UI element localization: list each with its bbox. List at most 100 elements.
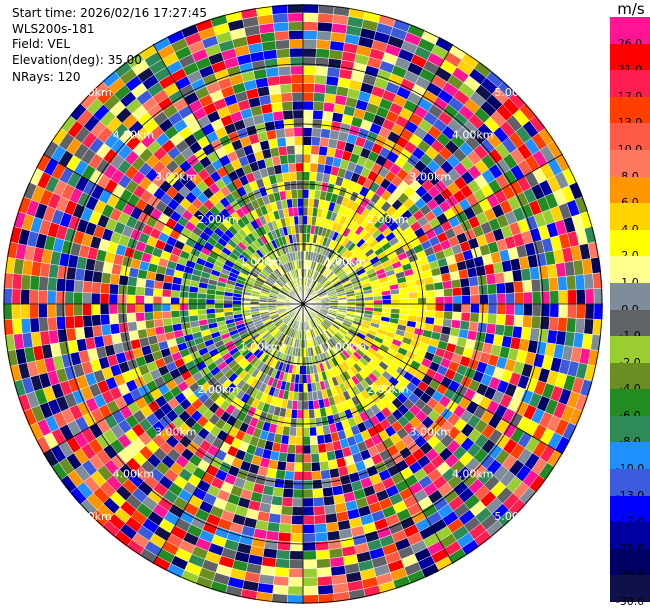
velocity-gate — [531, 291, 542, 305]
velocity-gate — [302, 21, 318, 32]
velocity-gate — [485, 273, 497, 285]
velocity-gate — [302, 206, 309, 217]
velocity-gate — [307, 391, 314, 402]
velocity-gate — [496, 293, 507, 305]
velocity-gate — [294, 453, 304, 464]
velocity-gate — [295, 171, 304, 181]
elevation-label: Elevation(deg): 35.00 — [12, 53, 142, 67]
velocity-gate — [272, 584, 289, 595]
velocity-gate — [312, 101, 325, 112]
velocity-gate — [29, 317, 40, 333]
velocity-gate — [197, 308, 207, 316]
velocity-gate — [315, 57, 330, 68]
velocity-gate — [310, 145, 320, 156]
instrument-label: WLS200s-181 — [12, 22, 95, 36]
velocity-gate — [316, 558, 331, 569]
velocity-gate — [503, 324, 514, 338]
velocity-gate — [38, 303, 48, 319]
velocity-gate — [460, 312, 471, 322]
velocity-gate — [269, 504, 283, 515]
velocity-gate — [318, 145, 329, 157]
velocity-gate — [284, 470, 295, 481]
velocity-gate — [161, 303, 172, 312]
velocity-gate — [314, 417, 323, 428]
velocity-gate — [280, 505, 293, 516]
velocity-gate — [449, 270, 461, 281]
velocity-gate — [416, 309, 427, 318]
velocity-gate — [280, 92, 293, 103]
velocity-gate — [302, 189, 310, 199]
velocity-gate — [299, 242, 304, 252]
velocity-gate — [73, 303, 83, 317]
velocity-gate — [346, 301, 357, 305]
velocity-gate — [91, 314, 102, 327]
velocity-gate — [314, 523, 328, 534]
velocity-gate — [487, 283, 498, 295]
velocity-gate — [549, 290, 560, 305]
velocity-gate — [325, 521, 340, 533]
velocity-gate — [309, 162, 318, 173]
velocity-gate — [316, 39, 331, 50]
velocity-gate — [179, 303, 189, 311]
velocity-gate — [308, 417, 317, 428]
velocity-gate — [298, 224, 304, 234]
velocity-gate — [56, 316, 67, 331]
velocity-gate — [196, 298, 207, 305]
velocity-gate — [127, 276, 138, 287]
velocity-gate — [288, 162, 297, 173]
velocity-gate — [549, 303, 560, 318]
velocity-gate — [530, 278, 542, 293]
velocity-gate — [241, 303, 251, 308]
velocity-gate — [293, 215, 300, 226]
velocity-gate — [407, 285, 418, 294]
range-ring-label: 3.00km — [155, 425, 197, 438]
velocity-gate — [443, 288, 454, 297]
velocity-gate — [494, 272, 506, 284]
velocity-gate — [314, 74, 328, 85]
velocity-gate — [65, 327, 77, 342]
velocity-gate — [292, 488, 304, 499]
velocity-gate — [302, 127, 313, 137]
velocity-gate — [294, 136, 304, 146]
velocity-gate — [503, 270, 514, 284]
velocity-gate — [364, 296, 374, 301]
velocity-gate — [74, 326, 86, 341]
velocity-gate — [144, 311, 155, 321]
velocity-gate — [298, 374, 304, 384]
velocity-gate — [91, 281, 102, 294]
velocity-gate — [179, 309, 190, 318]
velocity-gate — [302, 409, 310, 419]
velocity-gate — [520, 326, 532, 341]
velocity-gate — [513, 280, 524, 294]
velocity-gate — [302, 524, 316, 534]
velocity-gate — [505, 303, 515, 316]
velocity-gate — [443, 295, 454, 305]
velocity-gate — [286, 145, 296, 156]
velocity-gate — [322, 110, 334, 122]
velocity-gate — [288, 559, 304, 569]
velocity-gate — [65, 266, 77, 281]
velocity-gate — [302, 383, 308, 393]
velocity-gate — [306, 382, 313, 393]
velocity-gate — [196, 303, 207, 310]
velocity-gate — [302, 427, 311, 437]
velocity-gate — [299, 233, 304, 243]
velocity-gate — [277, 451, 288, 463]
velocity-gate — [38, 289, 48, 305]
velocity-gate — [294, 144, 304, 155]
velocity-gate — [434, 303, 445, 312]
velocity-gate — [302, 74, 316, 84]
velocity-gate — [323, 93, 337, 104]
velocity-gate — [434, 289, 445, 298]
velocity-gate — [74, 267, 86, 282]
velocity-gate — [296, 189, 304, 199]
range-ring-label: 4.00km — [113, 468, 155, 481]
velocity-gate — [468, 321, 479, 332]
velocity-gate — [288, 21, 304, 32]
velocity-gate — [108, 313, 119, 325]
velocity-gate — [309, 435, 318, 446]
velocity-gate — [268, 512, 282, 524]
velocity-gate — [289, 180, 298, 191]
velocity-gate — [408, 291, 418, 299]
velocity-gate — [452, 295, 463, 305]
